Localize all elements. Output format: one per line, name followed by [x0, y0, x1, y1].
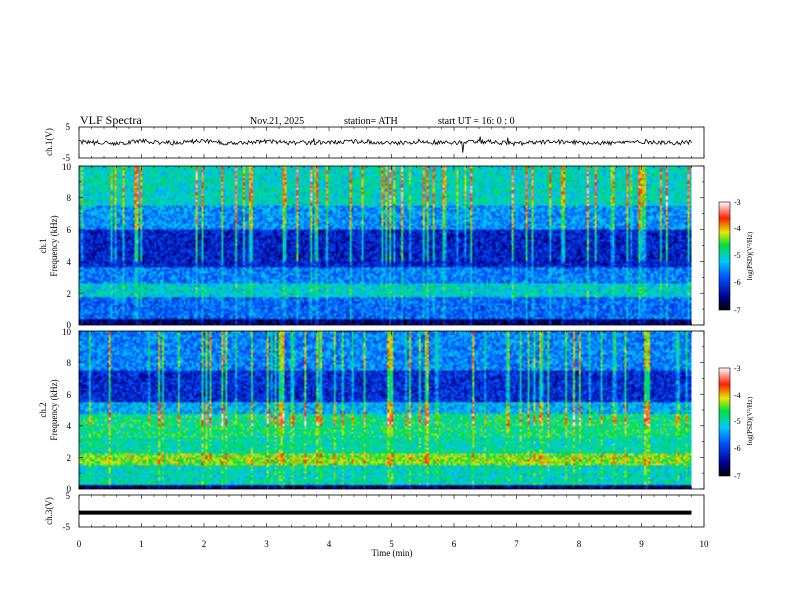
time-axis-label: Time (min) [372, 548, 413, 558]
ch1-colorbar-tick: -7 [734, 306, 741, 315]
ch2-colorbar-tick: -4 [734, 391, 741, 400]
ch1-colorbar-tick: -6 [734, 278, 741, 287]
ch3-waveform-ylabel: ch.3(V) [44, 497, 54, 525]
ch2-spec-ylabel-frequency: Frequency (kHz) [49, 379, 59, 440]
ch1-spectrogram-yticks: 10 8 6 4 2 0 [62, 162, 72, 330]
time-axis-tick-label: 8 [577, 539, 582, 549]
ch1-colorbar [718, 201, 731, 311]
ch1-colorbar-tick: -3 [734, 198, 741, 207]
ch2-spec-ytick-4: 4 [67, 421, 72, 431]
ch1-colorbar-tick: -4 [734, 224, 741, 233]
ch2-colorbar [718, 367, 731, 477]
ch1-spec-ytick-8: 8 [67, 193, 72, 203]
ch1-waveform-ylabel: ch.1(V) [44, 128, 54, 156]
time-axis-tick-label: 2 [202, 539, 207, 549]
ch2-spec-ylabel-channel: ch.2 [38, 402, 48, 417]
ch1-spec-ytick-6: 6 [67, 225, 72, 235]
time-axis-tick-label: 7 [514, 539, 519, 549]
ch2-spec-ytick-6: 6 [67, 390, 72, 400]
ch2-spec-ytick-2: 2 [67, 453, 72, 463]
time-axis-tick-label: 4 [327, 539, 332, 549]
ch1-spec-ytick-2: 2 [67, 289, 72, 299]
ch3-ytick-bottom: -5 [63, 522, 71, 532]
ch1-spec-ylabel-channel: ch.1 [38, 238, 48, 253]
time-axis-tick-label: 1 [139, 539, 144, 549]
ch1-ytick-bottom: -5 [63, 153, 71, 163]
ch1-spec-ytick-10: 10 [62, 162, 72, 172]
ch1-colorbar-tick: -5 [734, 251, 741, 260]
ch2-spectrogram-panel: 10 8 6 4 2 0 ch.2 Frequency (kHz) -3 -4 … [38, 327, 754, 494]
ch1-spectrogram-heatmap [79, 166, 704, 325]
station-label: station= ATH [344, 116, 398, 127]
ch2-colorbar-tick: -7 [734, 472, 741, 481]
time-axis-tick-label: 6 [452, 539, 457, 549]
ch2-spectrogram-yticks: 10 8 6 4 2 0 [62, 327, 72, 494]
time-axis-tick-label: 9 [639, 539, 644, 549]
ch1-colorbar-label: log(PSD)(V²/Hz) [746, 231, 754, 280]
figure-title: VLF Spectra [80, 113, 142, 127]
ch2-spec-ytick-10: 10 [62, 327, 72, 337]
time-axis: 0 1 2 3 4 5 6 7 8 9 10 [77, 127, 709, 549]
time-axis-tick-label: 0 [77, 539, 82, 549]
ch2-colorbar-tick: -3 [734, 364, 741, 373]
ch2-colorbar-label: log(PSD)(V²/Hz) [746, 396, 754, 445]
ch1-spec-ytick-0: 0 [67, 320, 72, 330]
ch2-colorbar-tick: -6 [734, 444, 741, 453]
ch3-waveform-panel: 5 -5 ch.3(V) [44, 491, 705, 532]
ch1-waveform-trace [78, 136, 692, 153]
ch2-spec-ytick-0: 0 [67, 484, 72, 494]
ch1-spec-ytick-4: 4 [67, 257, 72, 267]
ch1-spectrogram-panel: 10 8 6 4 2 0 ch.1 Frequency (kHz) -3 -4 … [38, 162, 754, 330]
ch2-spectrogram-heatmap [79, 331, 704, 489]
ch1-spec-ylabel-frequency: Frequency (kHz) [49, 215, 59, 276]
ch1-ytick-top: 5 [66, 122, 71, 132]
ch3-ytick-top: 5 [66, 491, 71, 501]
ch1-waveform-line [78, 136, 692, 153]
ch2-spec-ytick-8: 8 [67, 358, 72, 368]
time-axis-tick-label: 5 [389, 539, 394, 549]
ch1-waveform-panel: 5 -5 ch.1(V) [44, 122, 705, 163]
ch2-colorbar-tick: -5 [734, 417, 741, 426]
time-axis-tick-label: 3 [264, 539, 269, 549]
date-label: Nov.21, 2025 [250, 116, 304, 127]
time-axis-tick-label: 10 [700, 539, 710, 549]
start-time-label: start UT = 16: 0 : 0 [438, 116, 515, 127]
